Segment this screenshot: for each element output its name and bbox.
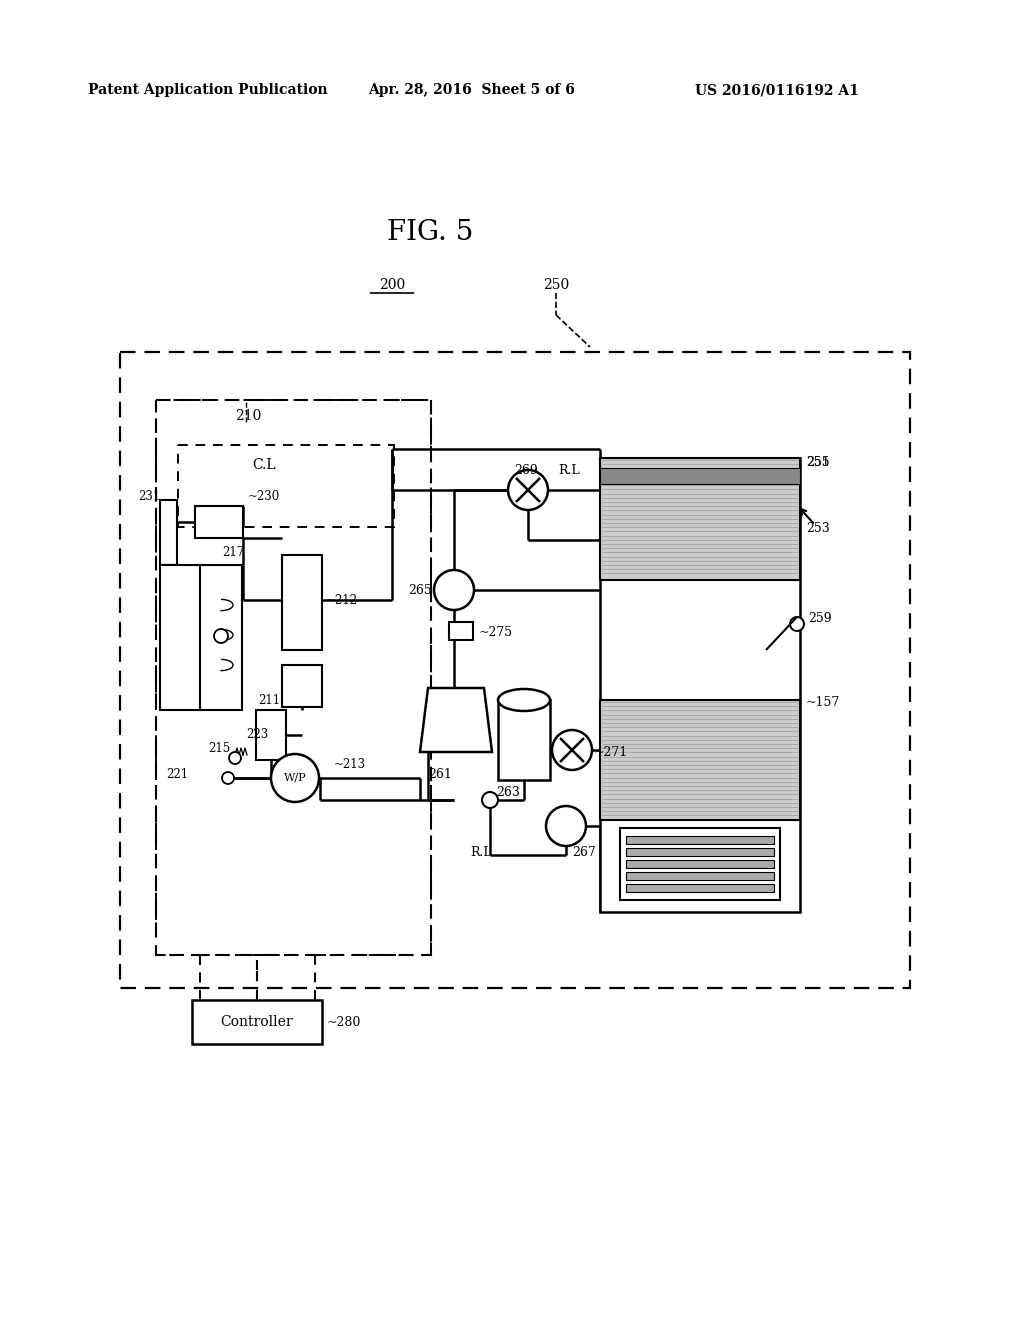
Text: 217: 217 xyxy=(222,546,245,560)
Bar xyxy=(195,506,243,539)
Text: Patent Application Publication: Patent Application Publication xyxy=(88,83,328,96)
Text: US 2016/0116192 A1: US 2016/0116192 A1 xyxy=(695,83,859,96)
Bar xyxy=(200,565,242,710)
Text: ~275: ~275 xyxy=(479,626,513,639)
Polygon shape xyxy=(420,688,492,752)
Bar xyxy=(626,861,774,869)
Bar xyxy=(449,622,473,640)
Bar xyxy=(600,458,800,912)
Bar xyxy=(626,847,774,855)
Text: ~280: ~280 xyxy=(327,1015,361,1028)
Text: ~271: ~271 xyxy=(594,747,629,759)
Bar xyxy=(282,554,322,649)
Bar xyxy=(282,665,322,708)
Text: ~212: ~212 xyxy=(326,594,358,606)
Bar xyxy=(626,873,774,880)
Bar xyxy=(600,700,800,820)
Text: 253: 253 xyxy=(806,521,829,535)
Text: Apr. 28, 2016  Sheet 5 of 6: Apr. 28, 2016 Sheet 5 of 6 xyxy=(368,83,574,96)
Bar xyxy=(160,565,202,710)
Text: R.L: R.L xyxy=(470,846,492,858)
Bar xyxy=(193,1001,322,1044)
Text: 231: 231 xyxy=(138,491,160,503)
Text: W/P: W/P xyxy=(284,774,306,783)
Bar xyxy=(600,458,800,579)
Circle shape xyxy=(222,772,234,784)
Circle shape xyxy=(434,570,474,610)
Text: ~213: ~213 xyxy=(334,758,367,771)
Ellipse shape xyxy=(498,689,550,711)
Bar xyxy=(626,884,774,892)
Circle shape xyxy=(508,470,548,510)
Text: 263: 263 xyxy=(496,787,520,800)
Circle shape xyxy=(271,754,319,803)
Text: ~230: ~230 xyxy=(248,491,281,503)
Text: 200: 200 xyxy=(379,279,406,292)
Bar xyxy=(256,710,286,760)
Bar xyxy=(178,445,394,527)
Text: 211: 211 xyxy=(258,693,281,706)
Bar xyxy=(156,400,431,954)
Bar xyxy=(498,700,550,780)
Circle shape xyxy=(790,616,804,631)
Text: 267: 267 xyxy=(572,846,596,858)
Circle shape xyxy=(552,730,592,770)
Bar xyxy=(600,469,800,484)
Text: 255: 255 xyxy=(806,455,829,469)
Text: ~157: ~157 xyxy=(806,696,841,709)
Text: 221: 221 xyxy=(166,768,188,781)
Text: 250: 250 xyxy=(543,279,569,292)
Text: 259: 259 xyxy=(808,611,831,624)
Text: 223: 223 xyxy=(246,729,268,742)
Text: 251: 251 xyxy=(806,455,829,469)
Text: 265: 265 xyxy=(408,583,432,597)
Circle shape xyxy=(546,807,586,846)
Circle shape xyxy=(482,792,498,808)
Text: 261: 261 xyxy=(428,767,452,780)
Text: C.L: C.L xyxy=(252,458,275,473)
Circle shape xyxy=(229,752,241,764)
Text: 269: 269 xyxy=(514,463,538,477)
Text: 210: 210 xyxy=(234,409,261,422)
Text: R.L: R.L xyxy=(558,463,580,477)
Bar xyxy=(620,828,780,900)
Bar xyxy=(626,836,774,843)
Bar xyxy=(120,352,910,987)
Bar xyxy=(160,500,177,565)
Text: Controller: Controller xyxy=(221,1015,293,1030)
Circle shape xyxy=(214,630,228,643)
Text: FIG. 5: FIG. 5 xyxy=(387,219,473,246)
Text: 215: 215 xyxy=(208,742,230,755)
